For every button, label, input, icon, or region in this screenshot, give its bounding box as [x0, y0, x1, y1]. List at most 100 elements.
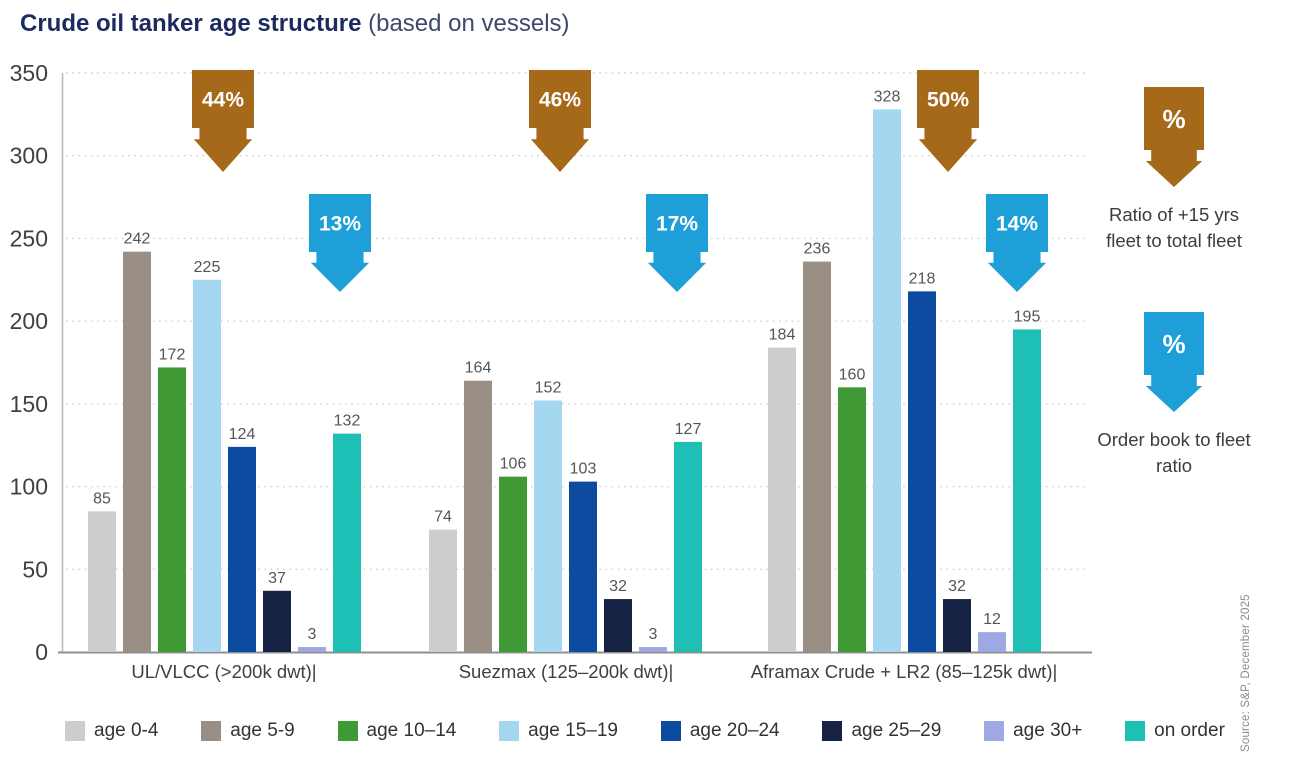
- bar-value-label: 164: [465, 360, 492, 377]
- legend-label: age 10–14: [366, 720, 457, 741]
- x-axis-labels: UL/VLCC (>200k dwt)| Suezmax (125–200k dw…: [131, 661, 1057, 682]
- bar: [123, 251, 151, 653]
- bar: [978, 632, 1006, 652]
- fleet-ratio-arrow: 50%: [917, 70, 979, 172]
- legend-item-age-25-29: age 25–29: [822, 720, 941, 742]
- legend-item-age-30plus: age 30+: [984, 720, 1082, 742]
- down-arrow-badge-icon: [1144, 312, 1204, 412]
- bar-value-label: 106: [500, 456, 527, 473]
- bar: [429, 529, 457, 652]
- fleet-ratio-legend-arrow: %: [1144, 87, 1204, 187]
- orderbook-ratio-arrow: 17%: [646, 194, 708, 292]
- legend: age 0-4 age 5-9 age 10–14 age 15–19 age …: [65, 720, 1225, 742]
- legend-item-age-10-14: age 10–14: [337, 720, 457, 742]
- bar: [193, 279, 221, 652]
- arrow-percent-label: 44%: [202, 89, 244, 112]
- arrow-percent-label: %: [1162, 104, 1185, 134]
- category-label: Aframax Crude + LR2 (85–125k dwt)|: [751, 661, 1058, 682]
- legend-label: age 5-9: [230, 720, 295, 741]
- bar-value-label: 12: [983, 611, 1001, 628]
- bar-value-label: 37: [268, 570, 286, 587]
- legend-swatch: [201, 721, 222, 741]
- fleet-ratio-arrow: 46%: [529, 70, 591, 172]
- bar-value-label: 74: [434, 509, 452, 526]
- legend-swatch: [660, 721, 681, 741]
- bar: [158, 367, 186, 652]
- orderbook-ratio-caption: Order book to fleet ratio: [1097, 429, 1251, 477]
- ratio-arrows: 44% 46% 50% 13% 17% 14%: [192, 70, 1048, 292]
- arrow-percent-label: 50%: [927, 89, 969, 112]
- bar: [943, 599, 971, 652]
- legend-label: age 15–19: [528, 720, 618, 741]
- y-tick-label: 300: [10, 143, 48, 169]
- bar-value-label: 152: [535, 380, 562, 397]
- down-arrow-badge-icon: [192, 70, 254, 172]
- down-arrow-badge-icon: [309, 194, 371, 292]
- bar-value-label: 172: [159, 346, 186, 363]
- bar: [464, 380, 492, 652]
- bar: [263, 590, 291, 652]
- series-age-30+: 3 3 12: [298, 611, 1006, 652]
- orderbook-legend-arrow: %: [1144, 312, 1204, 412]
- bar-value-label: 160: [839, 366, 866, 383]
- bar: [604, 599, 632, 652]
- bar: [674, 441, 702, 652]
- legend-label: age 0-4: [94, 720, 159, 741]
- bar-value-label: 184: [769, 327, 796, 344]
- bar: [88, 511, 116, 652]
- orderbook-ratio-arrow: 14%: [986, 194, 1048, 292]
- legend-swatch: [337, 721, 358, 741]
- y-tick-label: 200: [10, 308, 48, 334]
- legend-item-age-5-9: age 5-9: [201, 720, 295, 742]
- bar: [768, 347, 796, 652]
- bar-value-label: 127: [675, 421, 702, 438]
- chart-title-main: Crude oil tanker age structure: [20, 10, 362, 37]
- legend-label: on order: [1154, 720, 1225, 741]
- series-age-25–29: 37 32 32: [263, 570, 971, 652]
- series-age-20–24: 124 103 218: [228, 270, 936, 652]
- legend-item-age-20-24: age 20–24: [660, 720, 780, 742]
- down-arrow-badge-icon: [529, 70, 591, 172]
- bar: [1013, 329, 1041, 652]
- bar: [803, 261, 831, 652]
- orderbook-ratio-arrow: 13%: [309, 194, 371, 292]
- bar: [534, 400, 562, 652]
- series-age-0-4: 85 74 184: [88, 327, 796, 652]
- series-on-order: 132 127 195: [333, 308, 1041, 652]
- bar-value-label: 218: [909, 270, 936, 287]
- bar: [873, 109, 901, 652]
- down-arrow-badge-icon: [986, 194, 1048, 292]
- down-arrow-badge-icon: [646, 194, 708, 292]
- bar-value-label: 195: [1014, 308, 1041, 325]
- bars: 85 74 184 242 164 236 172 106 160 225 152 328 124 103…: [88, 88, 1041, 653]
- arrow-percent-label: 13%: [319, 213, 361, 236]
- bar: [228, 446, 256, 652]
- legend-swatch: [65, 721, 85, 741]
- down-arrow-badge-icon: [1144, 87, 1204, 187]
- legend-label: age 25–29: [851, 720, 942, 741]
- legend-label: age 20–24: [689, 720, 780, 741]
- series-age-15–19: 225 152 328: [193, 88, 901, 652]
- legend-swatch: [1125, 721, 1146, 741]
- y-axis-tick-labels: 0 50 100 150 200 250 300 350: [10, 60, 48, 665]
- y-tick-label: 50: [22, 556, 48, 582]
- legend-swatch: [499, 721, 520, 741]
- fleet-ratio-caption: Ratio of +15 yrs fleet to total fleet: [1106, 204, 1242, 252]
- series-age-5-9: 242 164 236: [123, 231, 831, 653]
- bar-value-label: 124: [229, 426, 256, 443]
- y-tick-label: 150: [10, 391, 48, 417]
- bar: [333, 433, 361, 652]
- bar-value-label: 3: [649, 626, 658, 643]
- bar-value-label: 103: [570, 461, 597, 478]
- y-tick-label: 350: [10, 60, 48, 86]
- fleet-ratio-arrow: 44%: [192, 70, 254, 172]
- bar-value-label: 236: [804, 241, 831, 258]
- chart-title-sub: (based on vessels): [368, 10, 570, 37]
- legend-item-on-order: on order: [1125, 720, 1225, 742]
- arrow-percent-label: %: [1162, 329, 1185, 359]
- bar-value-label: 32: [609, 578, 627, 595]
- bar-value-label: 85: [93, 490, 111, 507]
- arrow-percent-label: 46%: [539, 89, 581, 112]
- arrow-percent-label: 14%: [996, 213, 1038, 236]
